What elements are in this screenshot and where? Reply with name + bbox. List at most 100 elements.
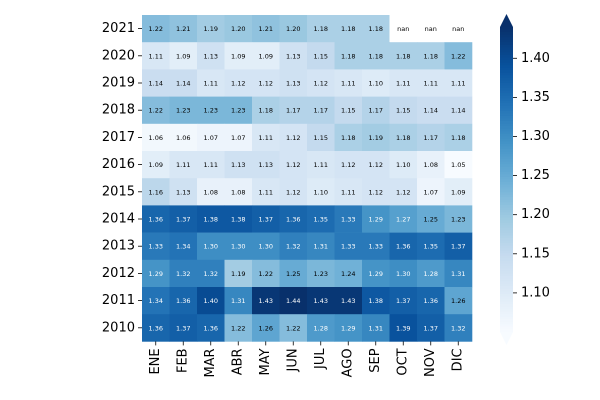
heatmap-cell (252, 287, 280, 315)
colorbar-segment (500, 136, 513, 140)
cell-value-label: 1.12 (314, 80, 328, 88)
colorbar-segment (500, 131, 513, 135)
cell-value-label: 1.31 (369, 324, 383, 332)
heatmap-cell (417, 287, 445, 315)
cell-value-label: 1.32 (451, 324, 465, 332)
colorbar-extend-bottom (500, 332, 513, 345)
heatmap-cell (252, 42, 280, 70)
cell-value-label: 1.11 (341, 188, 355, 196)
cell-value-label: 1.18 (369, 52, 383, 60)
cell-value-label: 1.38 (231, 216, 245, 224)
cell-value-label: 1.12 (369, 161, 383, 169)
heatmap-cell (252, 205, 280, 233)
colorbar-segment (500, 237, 513, 242)
cell-value-label: 1.36 (149, 216, 163, 224)
colorbar-segment (500, 32, 513, 36)
cell-value-label: 1.22 (259, 270, 273, 278)
colorbar-segment (500, 276, 513, 280)
colorbar-segment (500, 93, 513, 97)
colorbar-segment (500, 250, 513, 254)
heatmap-cell (417, 151, 445, 179)
colorbar-segment (500, 298, 513, 303)
cell-value-label: 1.12 (286, 161, 300, 169)
cell-value-label: nan (425, 25, 437, 33)
cell-value-label: 1.22 (231, 324, 245, 332)
cell-value-label: 1.22 (451, 52, 465, 60)
heatmap-cell (307, 151, 335, 179)
colorbar-segment (500, 67, 513, 71)
cell-value-label: nan (452, 25, 464, 33)
cell-value-label: 1.12 (341, 161, 355, 169)
heatmap-cell (252, 123, 280, 152)
heatmap-cell (444, 232, 473, 261)
colorbar-segment (500, 85, 513, 89)
colorbar-segment (500, 47, 513, 51)
cell-value-label: 1.12 (231, 80, 245, 88)
cell-value-label: 1.10 (369, 80, 383, 88)
heatmap-cell (334, 232, 363, 261)
cell-value-label: 1.13 (176, 188, 190, 196)
cell-value-label: 1.31 (231, 297, 245, 305)
cell-value-label: 1.18 (341, 52, 355, 60)
colorbar-segment (500, 75, 513, 79)
heatmap-cell (279, 259, 308, 288)
colorbar-segment (500, 65, 513, 69)
colorbar-segment (500, 138, 513, 142)
cell-value-label: 1.23 (451, 216, 465, 224)
y-tick-label: 2018 (102, 103, 135, 118)
colorbar-segment (500, 197, 513, 201)
cell-value-label: 1.34 (149, 297, 163, 305)
cell-value-label: 1.12 (259, 80, 273, 88)
cell-value-label: 1.23 (231, 107, 245, 115)
colorbar-tick-label: 1.30 (521, 129, 550, 144)
heatmap-cell (417, 123, 445, 152)
heatmap-cell (169, 151, 198, 179)
cell-value-label: 1.17 (424, 134, 438, 142)
colorbar-segment (500, 149, 513, 153)
colorbar-segment (500, 268, 513, 272)
heatmap-cell (142, 205, 170, 233)
colorbar-segment (500, 215, 513, 219)
cell-value-label: 1.14 (149, 80, 163, 88)
cell-value-label: 1.17 (369, 107, 383, 115)
heatmap-cell (142, 96, 170, 125)
cell-value-label: 1.18 (369, 25, 383, 33)
heatmap-cell (197, 69, 225, 97)
colorbar-segment (500, 314, 513, 318)
colorbar-segment (500, 118, 513, 122)
colorbar-segment (500, 151, 513, 155)
cell-value-label: 1.11 (259, 134, 273, 142)
colorbar-segment (500, 319, 513, 323)
cell-value-label: 1.08 (424, 161, 438, 169)
heatmap-cell (334, 205, 363, 233)
heatmap-cell (197, 151, 225, 179)
y-axis: 2021 2020 2019 2018 2017 2016 2015 2014 2013 2012… (102, 21, 142, 335)
y-tick-label: 2013 (102, 239, 135, 254)
colorbar-segment (500, 182, 513, 186)
colorbar-segment (500, 210, 513, 214)
heatmap-cell (142, 15, 170, 43)
colorbar-segment (500, 110, 513, 115)
cell-value-label: 1.43 (314, 297, 328, 305)
heatmap-cell (169, 15, 198, 43)
cell-value-label: 1.17 (314, 107, 328, 115)
cell-value-label: 1.30 (396, 270, 410, 278)
colorbar-segment (500, 77, 513, 81)
heatmap-cell (389, 151, 418, 179)
x-tick-label: JUL (313, 348, 328, 370)
colorbar-segment (500, 128, 513, 132)
colorbar-segment (500, 141, 513, 145)
colorbar-segment (500, 240, 513, 244)
heatmap-cell (334, 178, 363, 206)
cell-value-label: 1.15 (396, 107, 410, 115)
cell-value-label: 1.19 (231, 270, 245, 278)
heatmap-cell (389, 69, 418, 97)
colorbar-segment (500, 154, 513, 158)
colorbar-segment (500, 273, 513, 277)
cell-value-label: 1.21 (259, 25, 273, 33)
heatmap-cell (334, 42, 363, 70)
heatmap-cell (362, 287, 390, 315)
cell-value-label: 1.29 (369, 216, 383, 224)
heatmap-cell (362, 123, 390, 152)
heatmap-cell (389, 178, 418, 206)
